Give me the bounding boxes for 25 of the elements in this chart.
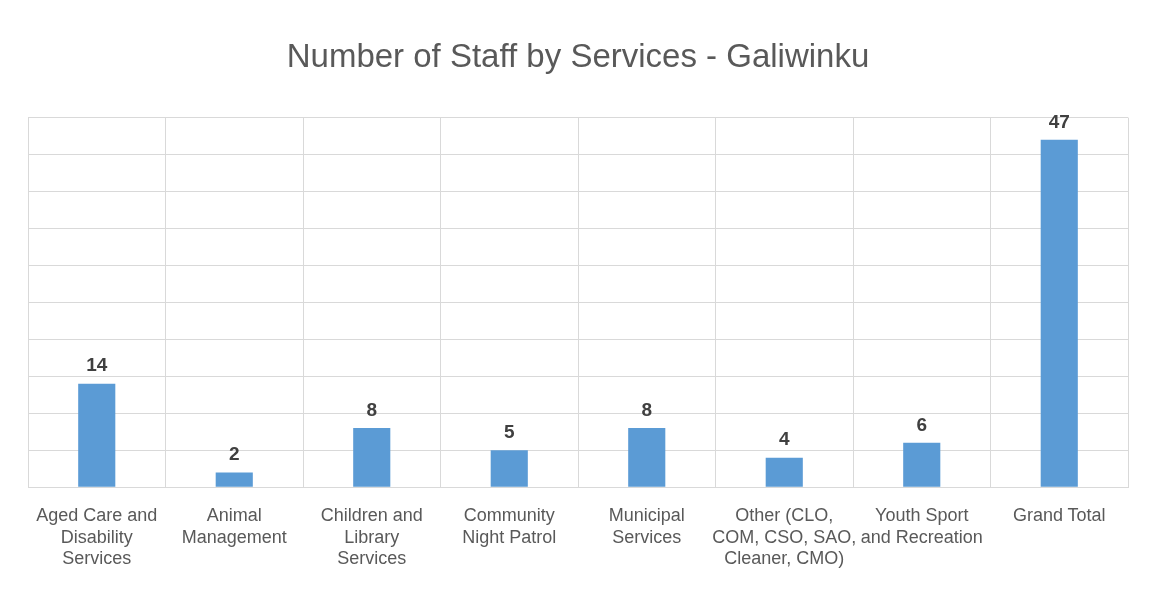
x-tick-label: Animal Management [181,504,287,547]
x-tick-label: Aged Care and Disability Services [36,504,158,569]
x-tick-label: Municipal Services [608,504,685,547]
bar [490,450,528,487]
bar [353,428,391,487]
x-tick-label: Youth Sport and Recreation [860,504,983,547]
data-label: 5 [503,420,515,442]
data-label: 4 [778,428,790,450]
x-tick-label: Children and Library Services [320,504,423,569]
data-label: 6 [916,413,928,435]
chart-title: Number of Staff by Services - Galiwinku [286,36,870,74]
bar [765,457,803,487]
data-label: 14 [86,354,108,376]
x-tick-label: Other (CLO, COM, CSO, SAO, Cleaner, CMO) [712,504,857,569]
x-tick-label: Community Night Patrol [462,504,557,547]
data-label: 8 [366,398,378,420]
data-label: 8 [641,398,653,420]
data-label: 2 [228,443,240,465]
bar [628,428,666,487]
x-tick-label: Grand Total [1012,504,1106,525]
bar [215,472,253,487]
bar [78,383,116,487]
bar [1040,139,1078,487]
bar [903,442,941,487]
data-label: 47 [1048,110,1070,132]
